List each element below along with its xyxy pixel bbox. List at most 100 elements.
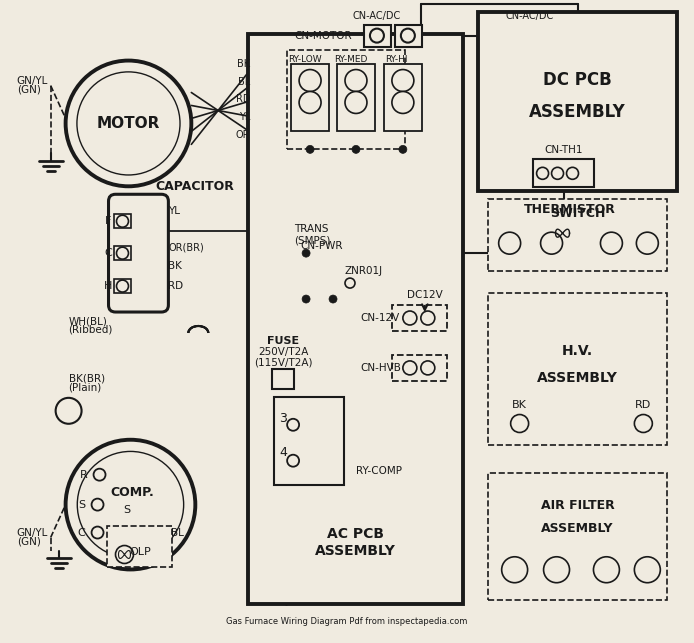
Circle shape <box>77 72 180 175</box>
Text: DC PCB: DC PCB <box>543 71 612 89</box>
Circle shape <box>352 145 360 154</box>
Circle shape <box>543 557 570 583</box>
Text: YL: YL <box>239 113 251 122</box>
Circle shape <box>345 69 367 91</box>
Text: C: C <box>78 527 85 538</box>
Circle shape <box>262 92 276 107</box>
Circle shape <box>541 232 563 254</box>
Text: ASSEMBLY: ASSEMBLY <box>537 371 618 385</box>
Circle shape <box>634 415 652 433</box>
Bar <box>364 24 391 46</box>
Text: 250V/T2A: 250V/T2A <box>258 347 308 357</box>
Text: H: H <box>104 281 112 291</box>
Text: 4: 4 <box>279 446 287 459</box>
Text: RY-LOW: RY-LOW <box>288 55 322 64</box>
Text: TRANS: TRANS <box>294 224 329 234</box>
Circle shape <box>600 232 623 254</box>
Text: RY-HI: RY-HI <box>385 55 407 64</box>
Text: CN-12V: CN-12V <box>360 313 399 323</box>
Circle shape <box>502 557 527 583</box>
Circle shape <box>403 311 417 325</box>
Circle shape <box>392 91 414 113</box>
Circle shape <box>306 145 314 154</box>
Text: S: S <box>78 500 85 510</box>
Bar <box>106 525 172 568</box>
Text: RD: RD <box>236 95 251 104</box>
Bar <box>395 24 422 46</box>
Text: RY-COMP: RY-COMP <box>356 466 402 476</box>
Bar <box>255 46 282 154</box>
Circle shape <box>117 247 128 259</box>
Text: CN-TH1: CN-TH1 <box>544 145 583 156</box>
Text: (GN): (GN) <box>17 84 40 95</box>
Text: BK(BR): BK(BR) <box>69 374 105 384</box>
Bar <box>488 199 668 271</box>
Bar <box>488 473 668 601</box>
FancyBboxPatch shape <box>108 194 169 312</box>
Text: MOTOR: MOTOR <box>96 116 160 131</box>
Circle shape <box>299 91 321 113</box>
Text: ASSEMBLY: ASSEMBLY <box>529 104 626 122</box>
Text: CN-AC/DC: CN-AC/DC <box>505 11 554 21</box>
Bar <box>477 12 677 191</box>
Circle shape <box>392 69 414 91</box>
Circle shape <box>92 498 103 511</box>
Text: RD: RD <box>635 401 652 410</box>
Text: AC PCB
ASSEMBLY: AC PCB ASSEMBLY <box>315 527 396 557</box>
Text: BL: BL <box>171 527 184 538</box>
Bar <box>291 64 329 131</box>
Circle shape <box>552 167 564 179</box>
Circle shape <box>66 60 192 186</box>
Circle shape <box>287 455 299 467</box>
Text: Gas Furnace Wiring Diagram Pdf from inspectapedia.com: Gas Furnace Wiring Diagram Pdf from insp… <box>226 617 468 626</box>
Text: BL: BL <box>238 77 251 87</box>
Bar <box>392 355 447 381</box>
Bar <box>532 159 595 187</box>
Text: BK: BK <box>169 261 183 271</box>
Circle shape <box>403 361 417 375</box>
Text: DC12V: DC12V <box>407 290 443 300</box>
Circle shape <box>299 69 321 91</box>
Text: (Ribbed): (Ribbed) <box>69 325 113 335</box>
Bar <box>272 369 294 389</box>
Bar <box>488 293 668 445</box>
Bar <box>274 397 344 485</box>
Bar <box>114 246 131 260</box>
Text: (SMPS): (SMPS) <box>294 235 330 245</box>
Circle shape <box>262 74 276 89</box>
Text: THERMISTOR: THERMISTOR <box>523 203 616 216</box>
Text: CN-HVB: CN-HVB <box>360 363 401 373</box>
Text: GN/YL: GN/YL <box>17 75 48 86</box>
Circle shape <box>345 278 355 288</box>
Bar <box>255 207 282 285</box>
Circle shape <box>552 223 573 243</box>
Bar <box>384 64 422 131</box>
Circle shape <box>399 145 407 154</box>
Circle shape <box>511 415 529 433</box>
Text: CN-PWR: CN-PWR <box>301 241 344 251</box>
Text: F: F <box>105 216 112 226</box>
Circle shape <box>262 57 276 71</box>
Circle shape <box>370 29 384 42</box>
Bar <box>114 214 131 228</box>
Text: CN-AC/DC: CN-AC/DC <box>353 11 401 21</box>
Circle shape <box>499 232 520 254</box>
Circle shape <box>262 110 276 125</box>
Text: AIR FILTER: AIR FILTER <box>541 500 614 512</box>
Circle shape <box>262 239 276 253</box>
Circle shape <box>548 219 577 247</box>
Circle shape <box>634 557 660 583</box>
Text: RY-MED: RY-MED <box>334 55 367 64</box>
Text: (115V/T2A): (115V/T2A) <box>254 358 312 368</box>
Circle shape <box>536 167 548 179</box>
Circle shape <box>92 527 103 539</box>
Text: (GN): (GN) <box>17 536 40 547</box>
Text: C: C <box>105 248 112 258</box>
Text: H.V.: H.V. <box>562 344 593 358</box>
Circle shape <box>302 249 310 257</box>
Circle shape <box>401 29 415 42</box>
Bar <box>248 33 463 604</box>
Text: GN/YL: GN/YL <box>17 527 48 538</box>
Text: ASSEMBLY: ASSEMBLY <box>541 522 613 536</box>
Text: CN-MOTOR: CN-MOTOR <box>295 31 353 41</box>
